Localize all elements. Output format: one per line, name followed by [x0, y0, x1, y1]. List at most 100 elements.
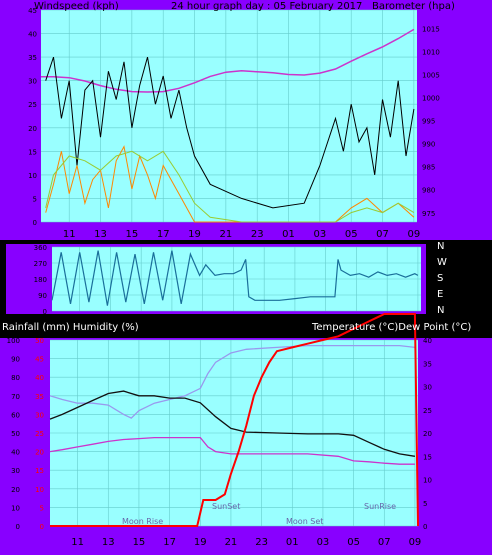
bottom-series-line-3	[50, 313, 419, 527]
bottom-x-tick-label: 07	[378, 537, 391, 548]
top-y-left-tick-label: 20	[28, 125, 37, 133]
bottom-y-humidity-tick-label: 50	[11, 430, 20, 438]
top-y-left-tick-label: 40	[28, 31, 37, 39]
middle-y-tick-label: 90	[38, 292, 47, 300]
sunset-annotation: SunSet	[212, 502, 240, 511]
graph-title: 24 hour graph day : 05 February 2017	[171, 1, 362, 12]
compass-w: W	[437, 257, 447, 268]
top-y-left-tick-label: 15	[28, 148, 37, 156]
bottom-y-humidity-tick-label: 90	[11, 356, 20, 364]
top-series-line-0	[41, 28, 415, 93]
middle-y-tick-label: 270	[34, 260, 47, 268]
bottom-y-rain-tick-label: 20	[35, 449, 44, 457]
bottom-y-temp-tick-label: 15	[423, 453, 432, 461]
sunrise-annotation: SunRise	[364, 502, 396, 511]
bottom-y-rain-tick-label: 5	[40, 504, 44, 512]
bottom-y-rain-tick-label: 40	[35, 374, 44, 382]
top-y-left-tick-label: 45	[28, 7, 37, 15]
bottom-x-tick-label: 01	[286, 537, 299, 548]
bottom-y-temp-tick-label: 10	[423, 477, 432, 485]
bottom-x-tick-label: 09	[409, 537, 422, 548]
top-x-tick-label: 23	[251, 229, 264, 240]
top-x-tick-label: 15	[125, 229, 138, 240]
bottom-x-tick-label: 17	[163, 537, 176, 548]
compass-s: S	[437, 273, 443, 284]
bottom-y-rain-tick-label: 0	[40, 523, 44, 531]
middle-y-tick-label: 0	[43, 308, 47, 316]
top-series-line-3	[45, 150, 415, 223]
top-y-right-tick-label: 980	[422, 187, 435, 195]
bottom-y-rain-tick-label: 15	[35, 467, 44, 475]
bottom-y-rain-tick-label: 50	[35, 337, 44, 345]
top-x-tick-label: 03	[313, 229, 326, 240]
top-y-left-tick-label: 5	[33, 195, 37, 203]
bottom-y-humidity-tick-label: 80	[11, 374, 20, 382]
compass-n-bottom: N	[437, 305, 444, 316]
bottom-series-line-0	[49, 344, 415, 419]
top-y-right-tick-label: 1000	[422, 95, 440, 103]
bottom-y-temp-tick-label: 20	[423, 430, 432, 438]
top-series-line-2	[45, 145, 415, 223]
top-y-right-tick-label: 1015	[422, 25, 440, 33]
bottom-y-humidity-tick-label: 70	[11, 393, 20, 401]
top-x-tick-label: 07	[376, 229, 389, 240]
bottom-x-tick-label: 05	[347, 537, 360, 548]
top-y-right-tick-label: 1005	[422, 72, 440, 80]
top-x-tick-label: 13	[94, 229, 107, 240]
bottom-x-tick-label: 15	[133, 537, 146, 548]
bottom-y-temp-tick-label: 30	[423, 384, 432, 392]
top-y-right-tick-label: 1010	[422, 48, 440, 56]
top-x-tick-label: 01	[282, 229, 295, 240]
barometer-label: Barometer (hpa)	[372, 1, 455, 12]
top-y-right-tick-label: 975	[422, 210, 435, 218]
temperature-dewpoint-label: Temperature (°C)Dew Point (°C)	[311, 322, 471, 333]
compass-area	[426, 240, 492, 338]
bottom-y-humidity-tick-label: 100	[7, 337, 20, 345]
top-series-line-1	[45, 56, 415, 209]
top-x-tick-label: 05	[345, 229, 358, 240]
bottom-series-line-1	[49, 436, 415, 465]
bottom-y-temp-tick-label: 0	[423, 523, 427, 531]
bottom-y-temp-tick-label: 40	[423, 337, 432, 345]
bottom-y-humidity-tick-label: 40	[11, 449, 20, 457]
top-x-tick-label: 17	[157, 229, 170, 240]
bottom-y-rain-tick-label: 35	[35, 393, 44, 401]
top-y-left-tick-label: 25	[28, 101, 37, 109]
compass-e: E	[437, 289, 443, 300]
top-y-right-tick-label: 985	[422, 164, 435, 172]
top-y-right-tick-label: 995	[422, 118, 435, 126]
top-y-left-tick-label: 10	[28, 172, 37, 180]
moon-rise-annotation: Moon Rise	[122, 517, 163, 526]
bottom-x-tick-label: 13	[102, 537, 115, 548]
top-x-tick-label: 19	[188, 229, 201, 240]
top-y-left-tick-label: 35	[28, 54, 37, 62]
bottom-y-humidity-tick-label: 10	[11, 504, 20, 512]
top-x-tick-label: 09	[407, 229, 420, 240]
bottom-x-tick-label: 21	[225, 537, 238, 548]
bottom-x-tick-label: 19	[194, 537, 207, 548]
windspeed-label: Windspeed (kph)	[34, 1, 119, 12]
bottom-y-rain-tick-label: 30	[35, 411, 44, 419]
bottom-y-humidity-tick-label: 20	[11, 486, 20, 494]
bottom-y-temp-tick-label: 5	[423, 500, 427, 508]
bottom-y-temp-tick-label: 35	[423, 360, 432, 368]
bottom-x-tick-label: 23	[255, 537, 268, 548]
bottom-y-humidity-tick-label: 60	[11, 411, 20, 419]
top-y-left-tick-label: 0	[33, 219, 37, 227]
moon-set-annotation: Moon Set	[286, 517, 323, 526]
bottom-y-humidity-tick-label: 30	[11, 467, 20, 475]
compass-n-top: N	[437, 241, 444, 252]
bottom-y-humidity-tick-label: 0	[16, 523, 20, 531]
bottom-y-rain-tick-label: 25	[35, 430, 44, 438]
rainfall-humidity-label: Rainfall (mm) Humidity (%)	[2, 322, 139, 333]
middle-y-tick-label: 360	[34, 244, 47, 252]
top-x-tick-label: 21	[219, 229, 232, 240]
top-y-left-tick-label: 30	[28, 78, 37, 86]
bottom-x-tick-label: 03	[317, 537, 330, 548]
top-y-right-tick-label: 990	[422, 141, 435, 149]
top-x-tick-label: 11	[63, 229, 76, 240]
bottom-series-line-2	[49, 390, 416, 457]
bottom-y-temp-tick-label: 25	[423, 407, 432, 415]
